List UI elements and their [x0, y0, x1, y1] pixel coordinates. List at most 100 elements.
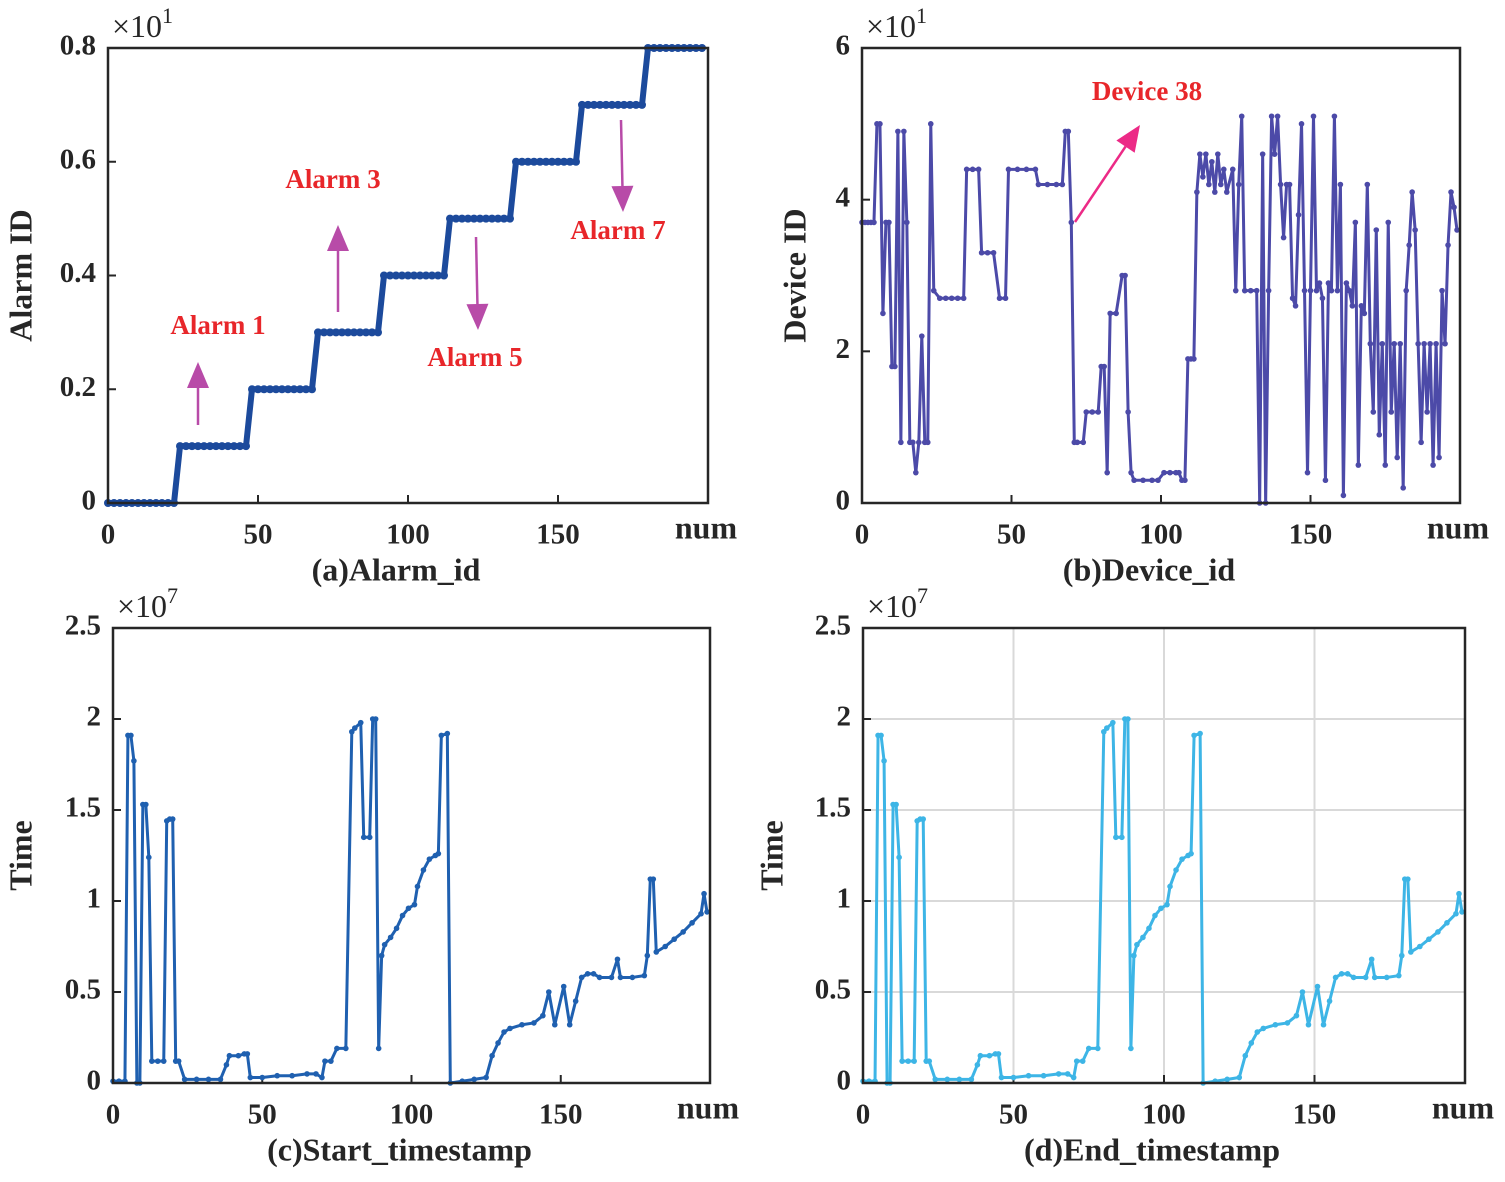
data-marker — [924, 439, 931, 446]
data-marker — [1313, 287, 1320, 294]
y-tick-label: 0.4 — [60, 257, 96, 289]
data-marker — [1206, 181, 1212, 188]
data-marker — [483, 1074, 489, 1081]
data-marker — [489, 1052, 495, 1059]
data-marker — [662, 943, 669, 950]
data-marker — [1295, 212, 1302, 218]
data-marker — [244, 1051, 251, 1057]
data-marker — [351, 725, 358, 731]
data-marker — [1065, 128, 1072, 135]
data-marker — [1395, 972, 1402, 979]
y-tick-label: 2.5 — [815, 610, 851, 642]
data-marker — [1131, 477, 1137, 484]
data-marker — [1286, 181, 1293, 188]
caption: (c)Start_timestamp — [267, 1131, 532, 1167]
data-marker — [247, 1074, 254, 1081]
data-marker — [446, 214, 454, 223]
data-marker — [1400, 485, 1406, 491]
data-marker — [1459, 909, 1465, 915]
x-tick-label: 50 — [999, 1099, 1028, 1131]
data-marker — [1277, 181, 1284, 188]
data-marker — [1361, 310, 1368, 317]
data-marker — [1242, 1052, 1249, 1059]
data-marker — [551, 1021, 558, 1028]
data-marker — [986, 1052, 993, 1059]
data-marker — [1005, 166, 1012, 173]
y-tick-label: 0.5 — [815, 974, 851, 1006]
data-marker — [149, 1058, 155, 1064]
data-marker — [1023, 166, 1030, 173]
x-axis-label: num — [675, 509, 738, 545]
data-marker — [1122, 272, 1128, 279]
data-marker — [1064, 1071, 1071, 1077]
data-marker — [1408, 949, 1414, 955]
data-marker — [356, 328, 364, 337]
data-marker — [212, 442, 220, 451]
data-marker — [995, 1051, 1002, 1057]
data-marker — [596, 974, 603, 981]
data-marker — [471, 1076, 477, 1083]
data-marker — [1220, 166, 1227, 173]
data-marker — [1340, 492, 1347, 499]
data-marker — [1376, 431, 1383, 438]
data-marker — [362, 328, 370, 337]
data-marker — [1319, 295, 1326, 302]
data-marker — [1059, 181, 1066, 188]
y-multiplier-base: ×10 — [867, 588, 917, 624]
data-marker — [501, 1029, 507, 1035]
annotation: Alarm 7 — [570, 215, 665, 245]
data-marker — [1107, 310, 1113, 317]
data-marker — [1331, 113, 1338, 120]
y-multiplier: ×107 — [117, 583, 178, 624]
data-marker — [1344, 971, 1351, 977]
data-marker — [393, 925, 400, 932]
data-marker — [974, 1062, 981, 1068]
data-marker — [1405, 876, 1411, 882]
data-marker — [1125, 409, 1131, 415]
data-marker — [458, 214, 466, 223]
data-marker — [524, 157, 532, 166]
data-marker — [1113, 834, 1119, 841]
data-marker — [1247, 287, 1254, 294]
data-marker — [1444, 920, 1450, 926]
data-marker — [916, 439, 922, 446]
data-marker — [414, 883, 421, 890]
data-marker — [1223, 189, 1230, 195]
data-marker — [1293, 1012, 1300, 1019]
data-marker — [1209, 158, 1215, 165]
data-marker — [426, 856, 433, 862]
data-marker — [1370, 409, 1377, 415]
x-tick-label: 50 — [248, 1099, 277, 1131]
data-marker — [596, 100, 604, 109]
data-marker — [1391, 340, 1398, 347]
data-marker — [926, 1058, 933, 1064]
data-marker — [1149, 477, 1155, 484]
data-marker — [320, 328, 328, 337]
y-multiplier: ×101 — [866, 3, 927, 44]
data-marker — [680, 929, 686, 935]
x-tick-label: 100 — [1142, 1099, 1186, 1131]
data-marker — [1350, 974, 1357, 981]
data-marker — [1328, 287, 1335, 294]
y-tick-label: 0 — [836, 485, 851, 517]
data-marker — [1002, 295, 1009, 302]
data-marker — [1101, 363, 1107, 370]
axes-box — [861, 626, 1467, 1085]
annotation: Alarm 1 — [170, 310, 265, 340]
data-marker — [1352, 219, 1359, 226]
data-marker — [968, 1076, 975, 1083]
data-marker — [182, 442, 190, 451]
data-marker — [1070, 1074, 1077, 1081]
data-marker — [540, 1012, 546, 1019]
data-marker — [404, 271, 412, 280]
data-marker — [1113, 310, 1119, 317]
y-tick-label: 2 — [837, 701, 852, 733]
axes-box — [106, 46, 710, 505]
data-marker — [438, 732, 445, 739]
data-marker — [1212, 189, 1218, 195]
data-marker — [1435, 929, 1441, 935]
data-marker — [984, 249, 991, 256]
data-marker — [1095, 409, 1102, 415]
data-marker — [289, 1072, 295, 1079]
